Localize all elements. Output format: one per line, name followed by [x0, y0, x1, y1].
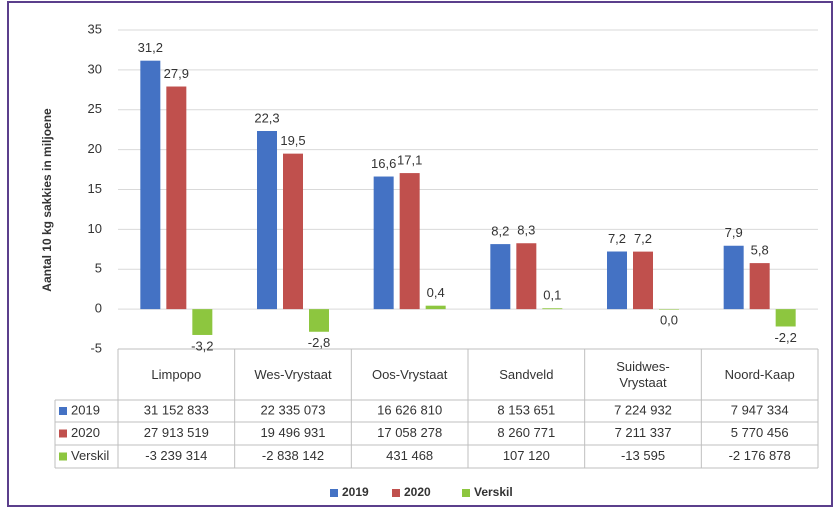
table-legend-key — [59, 407, 67, 415]
table-cell: -13 595 — [621, 448, 665, 463]
legend-key — [330, 489, 338, 497]
table-cell: 8 153 651 — [497, 402, 555, 417]
y-tick-label: -5 — [90, 340, 102, 355]
y-tick-label: 20 — [88, 141, 102, 156]
data-label: -2,2 — [774, 330, 796, 345]
data-label: 31,2 — [138, 40, 163, 55]
legend-label: Verskil — [474, 485, 513, 499]
data-label: -2,8 — [308, 335, 330, 350]
x-tick-label: Limpopo — [151, 366, 202, 382]
data-label: 22,3 — [254, 110, 279, 125]
table-cell: 17 058 278 — [377, 425, 442, 440]
table-cell: 7 224 932 — [614, 402, 672, 417]
bar — [425, 305, 446, 310]
bar — [490, 244, 511, 310]
table-cell: -2 176 878 — [729, 448, 791, 463]
table-legend-key — [59, 429, 67, 438]
bar — [723, 245, 744, 310]
y-tick-label: 35 — [88, 21, 102, 36]
bar — [192, 309, 213, 335]
bar — [140, 60, 161, 310]
data-label: -3,2 — [191, 338, 213, 353]
bar — [399, 173, 420, 310]
bar — [166, 86, 187, 310]
bar — [283, 153, 303, 310]
data-label: 5,8 — [751, 243, 769, 258]
table-cell: 7 947 334 — [731, 402, 789, 417]
data-label: 17,1 — [397, 153, 422, 168]
bar — [775, 309, 796, 327]
data-label: 0,1 — [543, 288, 561, 303]
data-label: 7,2 — [608, 231, 626, 246]
table-cell: 431 468 — [386, 448, 433, 463]
table-cell: 7 211 337 — [615, 425, 672, 440]
legend-key — [392, 489, 400, 497]
table-cell: 19 496 931 — [260, 425, 325, 440]
bar — [633, 251, 653, 310]
bar — [659, 309, 679, 310]
data-label: 8,3 — [517, 223, 535, 238]
y-tick-label: 15 — [88, 181, 102, 196]
y-tick-label: 25 — [88, 101, 102, 116]
y-tick-label: 5 — [95, 261, 102, 276]
bar — [309, 309, 329, 332]
bar — [542, 308, 563, 310]
legend-label: 2019 — [342, 485, 369, 499]
data-label: 27,9 — [164, 66, 189, 81]
table-cell: 31 152 833 — [144, 402, 209, 417]
x-tick-label: Sandveld — [499, 366, 554, 382]
legend-label: 2020 — [404, 485, 431, 499]
table-row-label: 2020 — [71, 425, 100, 440]
table-cell: 107 120 — [503, 448, 550, 463]
bar — [749, 263, 770, 310]
legend-key — [462, 489, 470, 497]
table-row-label: 2019 — [71, 402, 100, 417]
x-tick-label: Noord-Kaap — [724, 366, 795, 382]
bar — [607, 251, 627, 310]
table-cell: 27 913 519 — [144, 425, 209, 440]
bar — [257, 131, 277, 310]
x-tick-label: Suidwes-Vrystaat — [616, 358, 670, 390]
bar — [373, 176, 394, 310]
frame — [7, 1, 833, 507]
data-label: 19,5 — [280, 133, 305, 148]
table-cell: 16 626 810 — [377, 402, 442, 417]
y-tick-label: 0 — [95, 301, 102, 316]
x-tick-label: Wes-Vrystaat — [254, 366, 332, 382]
y-tick-label: 10 — [88, 221, 102, 236]
table-cell: 5 770 456 — [731, 425, 789, 440]
data-label: 8,2 — [491, 224, 509, 239]
bar — [516, 243, 537, 310]
y-axis-label: Aantal 10 kg sakkies in miljoene — [40, 108, 54, 292]
table-cell: -2 838 142 — [262, 448, 324, 463]
data-label: 7,2 — [634, 231, 652, 246]
data-label: 0,0 — [660, 313, 678, 328]
table-row-label: Verskil — [71, 448, 109, 463]
x-tick-label: Oos-Vrystaat — [371, 366, 448, 382]
table-cell: 22 335 073 — [260, 402, 325, 417]
table-legend-key — [59, 452, 67, 461]
data-label: 7,9 — [725, 225, 743, 240]
data-label: 16,6 — [371, 156, 396, 171]
table-cell: -3 239 314 — [145, 448, 207, 463]
data-label: 0,4 — [427, 285, 445, 300]
y-tick-label: 30 — [88, 61, 102, 76]
table-cell: 8 260 771 — [497, 425, 555, 440]
